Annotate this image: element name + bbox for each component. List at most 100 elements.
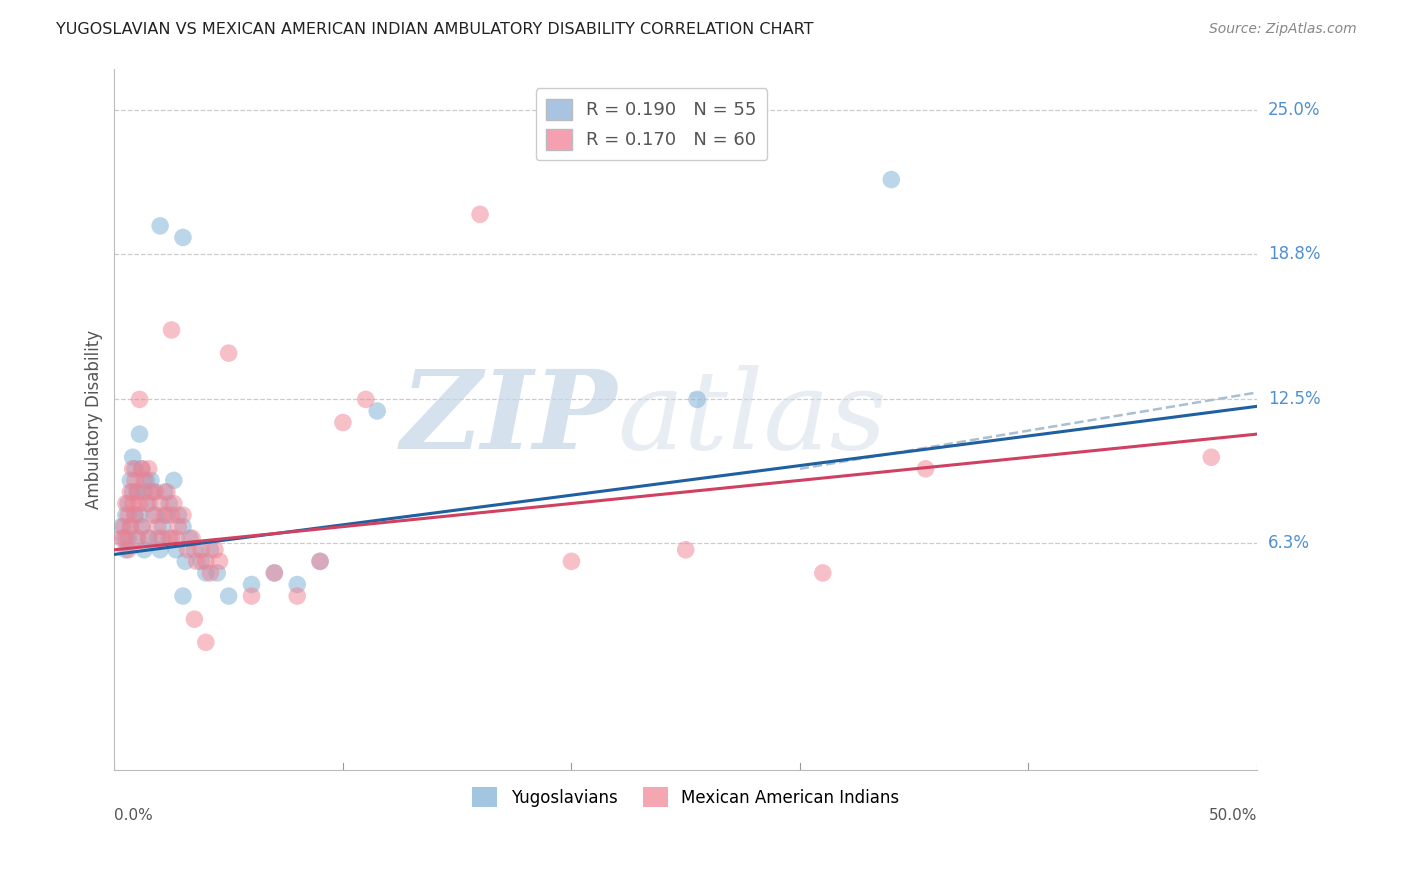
- Point: [285, 589, 308, 603]
- Text: atlas: atlas: [617, 366, 887, 473]
- Point: [152, 531, 174, 545]
- Point: [285, 577, 308, 591]
- Point: [172, 230, 194, 244]
- Point: [117, 542, 139, 557]
- Point: [218, 346, 240, 360]
- Point: [135, 496, 157, 510]
- Point: [207, 566, 229, 580]
- Point: [200, 542, 222, 557]
- Point: [145, 508, 167, 522]
- Point: [186, 554, 208, 568]
- Point: [120, 519, 142, 533]
- Point: [112, 531, 135, 545]
- Point: [366, 404, 388, 418]
- Point: [174, 554, 197, 568]
- Point: [153, 485, 176, 500]
- Point: [172, 589, 194, 603]
- Point: [134, 474, 156, 488]
- Point: [811, 566, 834, 580]
- Point: [686, 392, 709, 407]
- Point: [114, 496, 136, 510]
- Point: [127, 531, 149, 545]
- Point: [152, 519, 174, 533]
- Point: [114, 531, 136, 545]
- Point: [110, 531, 132, 545]
- Point: [131, 462, 153, 476]
- Point: [120, 474, 142, 488]
- Point: [112, 519, 135, 533]
- Point: [156, 508, 179, 522]
- Point: [880, 172, 903, 186]
- Text: 25.0%: 25.0%: [1268, 101, 1320, 120]
- Point: [190, 542, 212, 557]
- Point: [354, 392, 377, 407]
- Point: [146, 519, 169, 533]
- Point: [138, 462, 160, 476]
- Point: [121, 496, 143, 510]
- Point: [194, 635, 217, 649]
- Text: 50.0%: 50.0%: [1209, 808, 1257, 823]
- Point: [128, 392, 150, 407]
- Point: [128, 508, 150, 522]
- Text: 6.3%: 6.3%: [1268, 533, 1310, 552]
- Point: [138, 496, 160, 510]
- Point: [157, 531, 180, 545]
- Point: [208, 554, 231, 568]
- Point: [309, 554, 332, 568]
- Point: [139, 474, 162, 488]
- Text: 18.8%: 18.8%: [1268, 244, 1320, 262]
- Point: [153, 508, 176, 522]
- Point: [309, 554, 332, 568]
- Point: [165, 542, 187, 557]
- Point: [138, 531, 160, 545]
- Point: [1199, 450, 1222, 465]
- Point: [124, 508, 146, 522]
- Point: [124, 462, 146, 476]
- Point: [127, 531, 149, 545]
- Legend: Yugoslavians, Mexican American Indians: Yugoslavians, Mexican American Indians: [465, 780, 905, 814]
- Point: [134, 542, 156, 557]
- Point: [263, 566, 285, 580]
- Point: [200, 566, 222, 580]
- Text: YUGOSLAVIAN VS MEXICAN AMERICAN INDIAN AMBULATORY DISABILITY CORRELATION CHART: YUGOSLAVIAN VS MEXICAN AMERICAN INDIAN A…: [56, 22, 814, 37]
- Point: [120, 485, 142, 500]
- Point: [190, 554, 212, 568]
- Point: [181, 531, 204, 545]
- Point: [163, 496, 186, 510]
- Point: [117, 508, 139, 522]
- Point: [128, 496, 150, 510]
- Y-axis label: Ambulatory Disability: Ambulatory Disability: [86, 329, 103, 508]
- Point: [914, 462, 936, 476]
- Point: [194, 554, 217, 568]
- Point: [163, 474, 186, 488]
- Point: [263, 566, 285, 580]
- Point: [156, 485, 179, 500]
- Point: [179, 531, 201, 545]
- Point: [114, 542, 136, 557]
- Point: [120, 519, 142, 533]
- Point: [560, 554, 582, 568]
- Point: [131, 462, 153, 476]
- Point: [194, 566, 217, 580]
- Point: [149, 542, 172, 557]
- Point: [172, 508, 194, 522]
- Text: 12.5%: 12.5%: [1268, 391, 1320, 409]
- Point: [146, 531, 169, 545]
- Text: ZIP: ZIP: [401, 366, 617, 473]
- Point: [142, 508, 165, 522]
- Point: [183, 542, 205, 557]
- Point: [139, 485, 162, 500]
- Point: [127, 485, 149, 500]
- Point: [172, 519, 194, 533]
- Point: [121, 462, 143, 476]
- Point: [165, 531, 187, 545]
- Point: [149, 496, 172, 510]
- Point: [167, 519, 190, 533]
- Point: [127, 485, 149, 500]
- Point: [183, 612, 205, 626]
- Point: [149, 219, 172, 233]
- Point: [131, 519, 153, 533]
- Point: [218, 589, 240, 603]
- Point: [121, 485, 143, 500]
- Point: [160, 531, 183, 545]
